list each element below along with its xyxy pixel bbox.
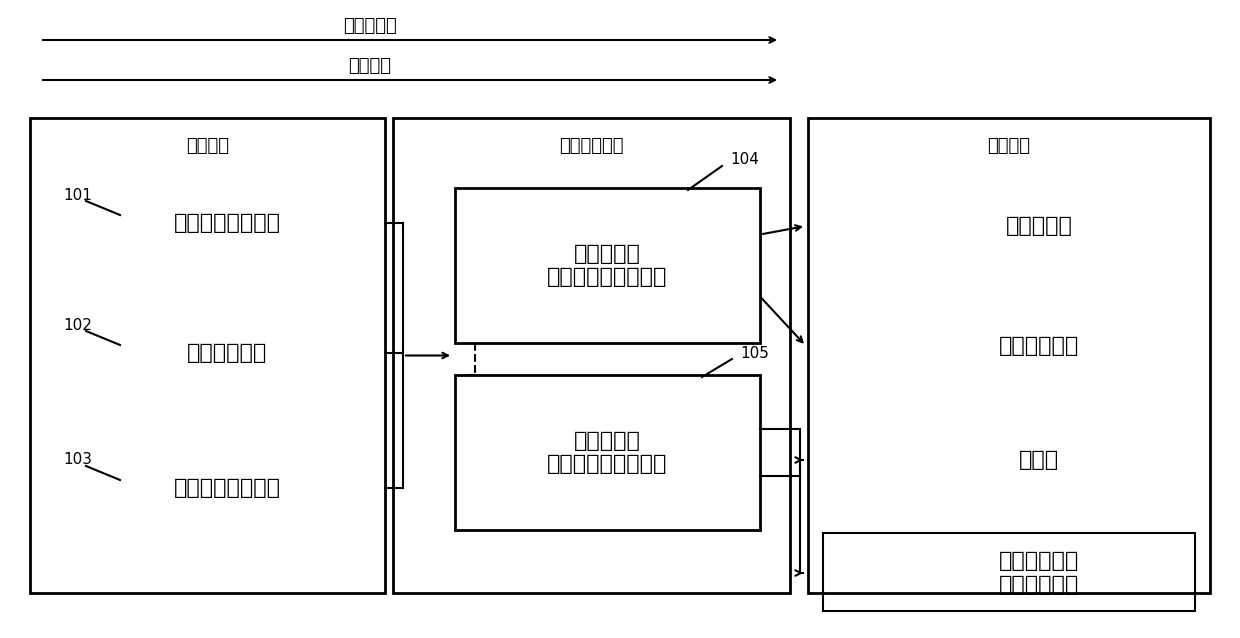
Text: 探测部分: 探测部分 [186, 137, 229, 155]
Text: 自动驾驶系统
减速靠边停车: 自动驾驶系统 减速靠边停车 [999, 551, 1079, 595]
Text: 中央控制器
（内含算法和策略）: 中央控制器 （内含算法和策略） [547, 244, 667, 287]
Text: 102: 102 [63, 318, 92, 332]
Text: 脸部状态监测装置: 脸部状态监测装置 [174, 213, 281, 233]
Text: 控制运行部分: 控制运行部分 [559, 137, 624, 155]
Text: 硬线控制: 硬线控制 [348, 57, 392, 75]
Text: 执行部分: 执行部分 [987, 137, 1030, 155]
Text: 103: 103 [63, 452, 92, 468]
Text: 以太高速网: 以太高速网 [343, 17, 397, 35]
Text: 101: 101 [63, 188, 92, 202]
Text: 105: 105 [740, 346, 769, 360]
Text: 车道轨迹捕捉装置: 车道轨迹捕捉装置 [174, 478, 281, 498]
Text: 原车控制器
（内含算法和策略）: 原车控制器 （内含算法和策略） [547, 431, 667, 474]
Text: 104: 104 [730, 152, 759, 168]
Text: 原车扬声器: 原车扬声器 [1006, 216, 1073, 236]
Text: 握力感应装置: 握力感应装置 [187, 343, 268, 363]
Text: 握把震动装置: 握把震动装置 [999, 336, 1079, 356]
Text: 应急灯: 应急灯 [1019, 450, 1059, 470]
